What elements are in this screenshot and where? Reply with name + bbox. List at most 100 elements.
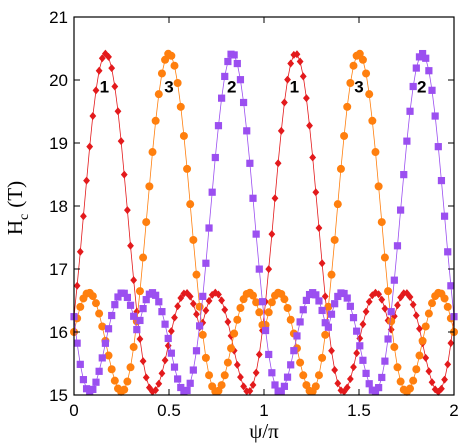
data-point xyxy=(349,61,358,70)
data-point xyxy=(277,387,285,395)
data-point xyxy=(205,371,214,380)
data-point xyxy=(189,299,197,308)
data-point xyxy=(283,303,292,312)
data-point xyxy=(91,299,100,308)
data-point xyxy=(123,206,131,215)
data-point xyxy=(98,354,106,362)
data-point xyxy=(126,301,135,309)
data-point xyxy=(371,148,380,157)
data-point xyxy=(142,296,150,304)
data-point xyxy=(281,98,288,107)
x-tick-label: 0 xyxy=(69,401,78,420)
data-point xyxy=(387,308,395,316)
x-tick-label: 1.5 xyxy=(347,401,371,420)
data-point xyxy=(157,69,166,78)
data-point xyxy=(161,356,169,365)
data-point xyxy=(236,76,245,84)
data-point xyxy=(102,49,109,58)
data-point xyxy=(365,380,373,388)
data-point xyxy=(179,131,188,140)
data-point xyxy=(164,341,172,350)
data-point xyxy=(359,320,367,329)
curve-label-3: 3 xyxy=(354,77,363,96)
data-point xyxy=(390,276,398,284)
data-point xyxy=(237,373,244,382)
data-point xyxy=(142,373,150,382)
data-point xyxy=(346,302,354,310)
data-point xyxy=(425,367,433,376)
data-point xyxy=(120,385,129,394)
data-point xyxy=(321,319,329,327)
data-point xyxy=(145,182,154,191)
series-1-line xyxy=(73,52,455,393)
data-point xyxy=(218,94,226,102)
data-point xyxy=(412,311,420,320)
curve-label-1: 1 xyxy=(290,77,299,96)
data-point xyxy=(412,365,421,374)
data-point xyxy=(302,94,310,103)
data-point xyxy=(287,361,295,369)
data-point xyxy=(240,382,247,391)
curve-label-2: 2 xyxy=(227,77,236,96)
data-point xyxy=(205,224,213,232)
data-point xyxy=(349,314,358,322)
data-point xyxy=(422,353,430,362)
data-point xyxy=(321,292,329,301)
series-3 xyxy=(70,49,458,396)
data-point xyxy=(343,294,351,302)
data-point xyxy=(255,350,263,359)
data-point xyxy=(249,194,257,202)
data-point xyxy=(246,159,254,167)
data-point xyxy=(221,72,229,81)
data-point xyxy=(267,298,276,307)
data-point xyxy=(183,386,191,395)
data-point xyxy=(359,356,367,364)
data-point xyxy=(403,137,411,145)
data-point xyxy=(120,289,128,297)
data-point xyxy=(177,294,185,303)
data-point xyxy=(173,79,182,88)
data-point xyxy=(233,59,241,68)
data-point xyxy=(76,247,84,256)
data-point xyxy=(425,67,433,75)
data-point xyxy=(161,55,170,64)
data-point xyxy=(265,265,273,274)
data-point xyxy=(277,126,285,135)
data-point xyxy=(139,357,147,366)
data-point xyxy=(129,343,138,352)
data-point xyxy=(418,49,427,58)
data-point xyxy=(355,49,364,58)
data-point xyxy=(444,248,452,256)
data-point xyxy=(252,230,260,238)
data-point xyxy=(98,322,107,331)
data-point xyxy=(268,369,276,377)
data-point xyxy=(406,293,414,302)
data-point xyxy=(117,137,125,146)
data-point xyxy=(211,288,219,297)
data-point xyxy=(371,388,380,396)
data-point xyxy=(174,302,182,311)
data-point xyxy=(422,54,430,62)
data-point xyxy=(343,102,352,111)
svg-text:Hc(T): Hc (T) xyxy=(3,181,32,235)
data-point xyxy=(174,375,182,383)
data-point xyxy=(189,235,198,244)
data-point xyxy=(380,253,389,262)
data-point xyxy=(88,292,97,301)
data-point xyxy=(412,64,420,72)
curve-label-3: 3 xyxy=(164,77,173,96)
data-point xyxy=(195,302,204,311)
data-point xyxy=(324,323,332,331)
data-point xyxy=(428,86,436,94)
data-point xyxy=(217,381,226,390)
data-point xyxy=(365,90,374,99)
data-point xyxy=(261,326,270,335)
data-point xyxy=(73,281,81,290)
data-point xyxy=(158,369,166,378)
data-point xyxy=(214,122,223,130)
data-point xyxy=(249,291,258,300)
data-point xyxy=(89,385,97,394)
data-point xyxy=(271,381,279,389)
data-point xyxy=(443,302,452,311)
data-point xyxy=(409,82,417,91)
